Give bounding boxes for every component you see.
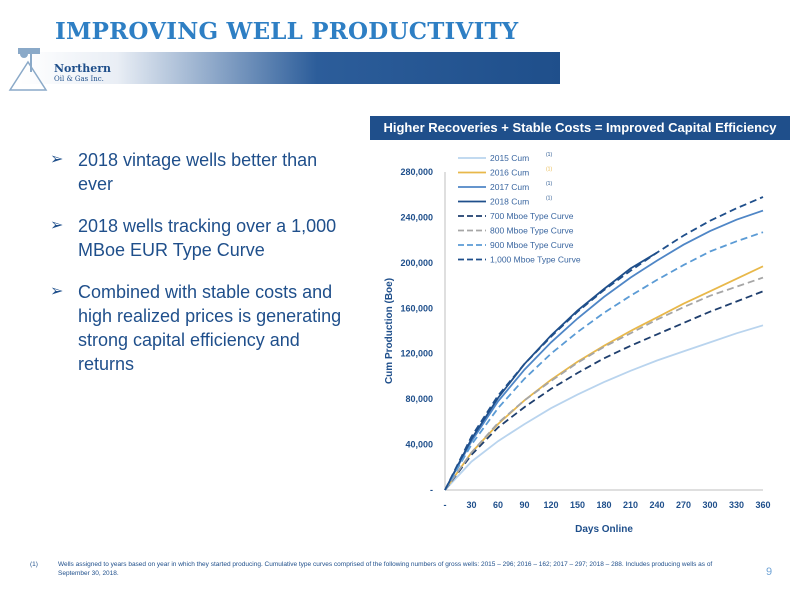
x-tick-label: 240	[649, 500, 664, 510]
footnote-text: Wells assigned to years based on year in…	[58, 561, 713, 577]
x-tick-label: 360	[755, 500, 770, 510]
x-tick-label: 30	[466, 500, 476, 510]
slide-title: IMPROVING WELL PRODUCTIVITY	[55, 18, 519, 45]
y-tick-label: 40,000	[405, 440, 433, 450]
x-tick-label: 330	[729, 500, 744, 510]
x-tick-label: -	[444, 500, 447, 510]
logo-name: Northern	[54, 62, 112, 75]
legend-footnote-marker: (1)	[546, 152, 552, 158]
title-bar	[20, 52, 560, 84]
series-line	[444, 265, 764, 491]
series-line	[444, 196, 764, 491]
series-line	[444, 276, 764, 491]
y-tick-label: 160,000	[400, 303, 433, 313]
legend-label: 700 Mboe Type Curve	[490, 211, 574, 221]
bullet-text: Combined with stable costs and high real…	[78, 282, 342, 374]
company-logo	[8, 48, 48, 91]
arrow-bullet-icon: ➢	[50, 151, 64, 168]
x-tick-label: 270	[676, 500, 691, 510]
legend-footnote-marker: (1)	[546, 181, 552, 187]
footnote-number: (1)	[30, 561, 38, 568]
series-line	[444, 324, 764, 491]
y-tick-label: 80,000	[405, 394, 433, 404]
legend-label: 1,000 Mboe Type Curve	[490, 255, 581, 265]
legend-label: 2017 Cum	[490, 182, 529, 192]
chart-banner: Higher Recoveries + Stable Costs = Impro…	[370, 116, 790, 140]
y-tick-label: 200,000	[400, 258, 433, 268]
x-axis-label: Days Online	[575, 524, 633, 535]
legend-label: 2016 Cum	[490, 168, 529, 178]
bullet-item: ➢ 2018 vintage wells better than ever	[50, 148, 350, 196]
bullet-list: ➢ 2018 vintage wells better than ever ➢ …	[50, 148, 350, 394]
legend-footnote-marker: (1)	[546, 167, 552, 173]
y-tick-label: -	[430, 485, 433, 495]
x-tick-label: 180	[596, 500, 611, 510]
x-tick-label: 300	[702, 500, 717, 510]
y-tick-label: 240,000	[400, 212, 433, 222]
series-line	[444, 251, 658, 491]
arrow-bullet-icon: ➢	[50, 283, 64, 300]
logo-subtitle: Oil & Gas Inc.	[54, 75, 104, 83]
series-line	[444, 209, 764, 491]
legend-label: 800 Mboe Type Curve	[490, 226, 574, 236]
x-tick-label: 90	[519, 500, 529, 510]
arrow-bullet-icon: ➢	[50, 217, 64, 234]
y-tick-label: 280,000	[400, 167, 433, 177]
production-chart: - 30 60 90 120 150 180 210 240 270 300 330 360 - 40,00…	[384, 152, 771, 535]
series-line	[444, 290, 764, 491]
bullet-text: 2018 vintage wells better than ever	[78, 150, 318, 194]
y-tick-label: 120,000	[400, 349, 433, 359]
x-tick-label: 60	[493, 500, 503, 510]
legend-label: 2015 Cum	[490, 153, 529, 163]
bullet-text: 2018 wells tracking over a 1,000 MBoe EU…	[78, 216, 337, 260]
bullet-item: ➢ Combined with stable costs and high re…	[50, 280, 350, 376]
bullet-item: ➢ 2018 wells tracking over a 1,000 MBoe …	[50, 214, 350, 262]
y-axis-label: Cum Production (Boe)	[384, 278, 395, 384]
legend-footnote-marker: (1)	[546, 196, 552, 202]
series-line	[444, 231, 764, 491]
page-number: 9	[766, 566, 773, 578]
x-tick-label: 150	[570, 500, 585, 510]
legend-label: 900 Mboe Type Curve	[490, 240, 574, 250]
legend-label: 2018 Cum	[490, 197, 529, 207]
x-tick-label: 210	[623, 500, 638, 510]
x-tick-label: 120	[543, 500, 558, 510]
